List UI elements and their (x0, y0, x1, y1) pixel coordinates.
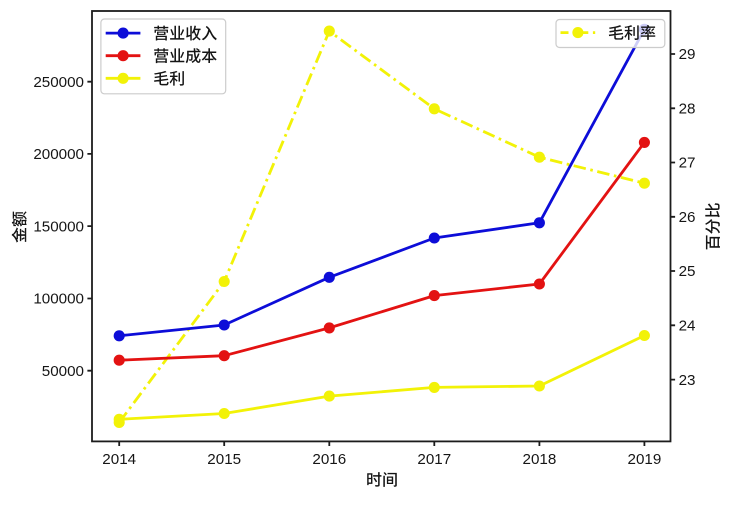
svg-text:2019: 2019 (628, 451, 662, 468)
svg-text:28: 28 (679, 101, 696, 118)
svg-text:2016: 2016 (312, 451, 346, 468)
svg-text:27: 27 (679, 155, 696, 172)
svg-text:25: 25 (679, 263, 696, 280)
svg-text:2018: 2018 (523, 451, 557, 468)
svg-text:23: 23 (679, 372, 696, 389)
svg-text:24: 24 (679, 318, 696, 335)
svg-text:50000: 50000 (42, 363, 84, 380)
svg-text:2014: 2014 (102, 451, 136, 468)
svg-text:2017: 2017 (417, 451, 451, 468)
svg-text:26: 26 (679, 209, 696, 226)
svg-text:250000: 250000 (33, 74, 84, 91)
svg-text:2015: 2015 (207, 451, 241, 468)
svg-text:100000: 100000 (33, 291, 84, 308)
svg-text:200000: 200000 (33, 146, 84, 163)
svg-text:29: 29 (679, 46, 696, 63)
svg-text:150000: 150000 (33, 218, 84, 235)
